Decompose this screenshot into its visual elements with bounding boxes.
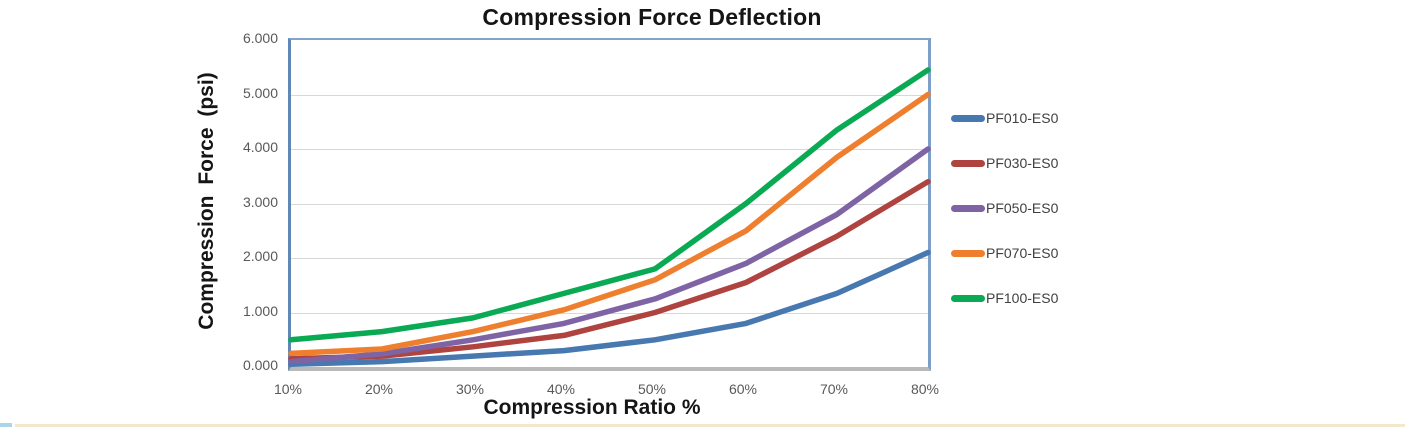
legend-item-PF070-ES0: PF070-ES0 (951, 243, 1058, 263)
legend-label: PF100-ES0 (986, 290, 1059, 306)
legend-swatch-icon (951, 159, 985, 167)
gridline (291, 203, 928, 205)
page-bottom-rule (15, 424, 1405, 427)
x-tick-label: 10% (273, 381, 303, 397)
legend-item-PF050-ES0: PF050-ES0 (951, 198, 1058, 218)
legend-label: PF050-ES0 (986, 200, 1059, 216)
y-tick-label: 2.000 (242, 248, 278, 264)
legend-label: PF010-ES0 (986, 110, 1059, 126)
legend-label: PF030-ES0 (986, 155, 1059, 171)
x-tick-label: 20% (364, 381, 394, 397)
legend-item-PF030-ES0: PF030-ES0 (951, 153, 1058, 173)
y-tick-label: 5.000 (242, 84, 278, 101)
plot-area (288, 38, 931, 371)
y-tick-label: 4.000 (242, 139, 278, 155)
x-tick-label: 40% (546, 381, 576, 397)
y-tick-label: 0.000 (242, 357, 278, 373)
legend-item-PF100-ES0: PF100-ES0 (951, 288, 1058, 308)
series-line-PF050-ES0 (288, 146, 931, 365)
gridline (291, 258, 928, 259)
series-line-PF070-ES0 (288, 91, 931, 357)
page-bottom-rule-accent (0, 423, 12, 427)
x-tick-label: 30% (455, 381, 485, 397)
x-tick-label: 70% (819, 381, 849, 397)
y-tick-label: 6.000 (242, 30, 278, 46)
series-line-PF030-ES0 (288, 178, 931, 362)
x-tick-label: 80% (910, 381, 940, 397)
y-tick-label: 3.000 (242, 193, 278, 210)
series-line-PF100-ES0 (288, 67, 931, 343)
legend-swatch-icon (951, 294, 985, 302)
x-tick-label: 50% (637, 381, 667, 397)
chart-title: Compression Force Deflection (482, 4, 822, 30)
y-tick-label: 1.000 (242, 302, 278, 319)
x-tick-label: 60% (728, 381, 758, 397)
legend-swatch-icon (951, 204, 985, 212)
legend-item-PF010-ES0: PF010-ES0 (951, 108, 1058, 128)
gridline (291, 149, 928, 150)
legend-label: PF070-ES0 (986, 245, 1059, 261)
legend-swatch-icon (951, 114, 985, 122)
series-lines (288, 67, 931, 368)
series-line-PF010-ES0 (288, 249, 931, 368)
x-axis-title: Compression Ratio % (483, 396, 701, 419)
legend-swatch-icon (951, 249, 985, 257)
gridline (291, 94, 928, 96)
